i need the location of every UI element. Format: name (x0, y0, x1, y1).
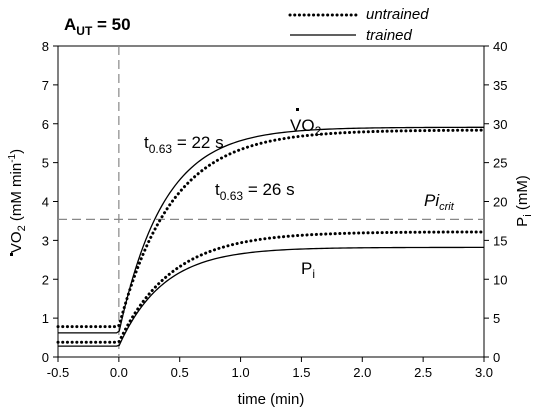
y-axis-left: 0 1 2 3 4 5 6 7 8 (42, 39, 58, 365)
y-left-tick-label: 6 (42, 117, 49, 132)
annotation-vo2: VO2 (290, 116, 322, 138)
y-axis-left-title: VO2 (mM min-1) (7, 149, 28, 253)
y-axis-right-title: Pi (mM) (514, 175, 534, 227)
y-axis-right: 0 5 10 15 20 25 30 35 40 (484, 39, 507, 365)
y-left-tick-label: 0 (42, 350, 49, 365)
annotation-pi: Pi (301, 259, 315, 281)
x-axis-title: time (min) (238, 391, 305, 408)
y-right-tick-label: 40 (493, 39, 507, 54)
x-tick-label: 0.0 (110, 365, 128, 380)
annotation-tau-untrained: t0.63 = 26 s (215, 180, 295, 203)
x-tick-label: 3.0 (475, 365, 493, 380)
y-right-tick-label: 5 (493, 311, 500, 326)
series-layer (56, 126, 486, 347)
y-left-tick-label: 4 (42, 195, 49, 210)
series-line-pi-untrained (56, 230, 486, 344)
y-right-tick-label: 25 (493, 156, 507, 171)
series-line-vo2-untrained (56, 128, 486, 329)
y-right-tick-label: 0 (493, 350, 500, 365)
x-tick-label: 1.5 (292, 365, 310, 380)
y-right-tick-label: 10 (493, 272, 507, 287)
y-right-tick-label: 35 (493, 78, 507, 93)
x-tick-label: 0.5 (171, 365, 189, 380)
y-left-tick-label: 7 (42, 78, 49, 93)
x-tick-label: 2.5 (414, 365, 432, 380)
y-right-tick-label: 30 (493, 117, 507, 132)
y-left-tick-label: 2 (42, 272, 49, 287)
y-left-title-dot (10, 253, 13, 256)
y-left-tick-label: 5 (42, 156, 49, 171)
y-left-tick-label: 3 (42, 233, 49, 248)
panel-label: AUT = 50 (64, 15, 131, 38)
legend: untrained trained (288, 6, 429, 44)
x-tick-label: -0.5 (47, 365, 69, 380)
y-left-tick-label: 8 (42, 39, 49, 54)
y-left-tick-label: 1 (42, 311, 49, 326)
legend-label-untrained: untrained (366, 6, 429, 23)
annotation-tau-trained: t0.63 = 22 s (144, 133, 224, 156)
x-tick-label: 2.0 (353, 365, 371, 380)
annotation-pi-crit: Picrit (424, 191, 455, 213)
legend-label-trained: trained (366, 27, 413, 44)
x-axis: -0.5 0.0 0.5 1.0 1.5 2.0 2.5 3.0 (47, 357, 493, 380)
plot-area (57, 45, 485, 358)
series-line-vo2-trained (58, 126, 484, 334)
x-tick-label: 1.0 (232, 365, 250, 380)
svg-text:Pi (mM): Pi (mM) (514, 175, 534, 227)
svg-text:VO2 (mM min-1): VO2 (mM min-1) (7, 149, 28, 253)
y-right-tick-label: 15 (493, 233, 507, 248)
annotation-vo2-dot (296, 108, 299, 111)
series-line-pi-trained (58, 246, 484, 347)
y-right-tick-label: 20 (493, 195, 507, 210)
